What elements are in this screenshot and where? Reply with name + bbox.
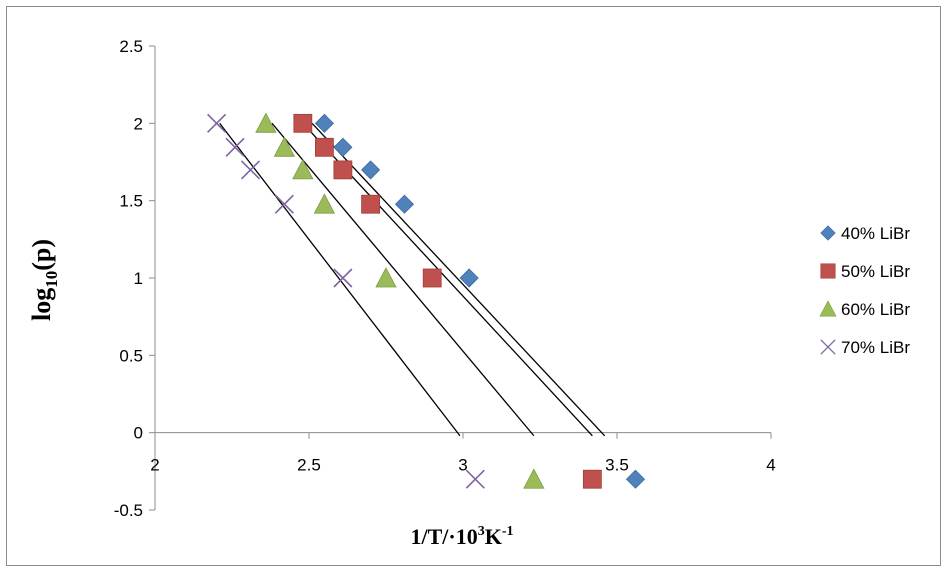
y-tick-label: 1.5 bbox=[119, 192, 143, 211]
legend-marker bbox=[821, 226, 835, 240]
data-point-series-4 bbox=[226, 138, 244, 156]
data-point-series-2 bbox=[423, 269, 441, 287]
y-tick-label: 0.5 bbox=[119, 346, 143, 365]
legend-item-4: 70% LiBr bbox=[821, 338, 911, 357]
data-point-series-2 bbox=[362, 195, 380, 213]
legend-marker-shape bbox=[820, 301, 836, 316]
legend-label: 50% LiBr bbox=[841, 262, 910, 281]
data-point-series-3 bbox=[376, 268, 396, 287]
legend-marker-shape bbox=[821, 340, 835, 354]
legend-marker-shape bbox=[821, 226, 835, 240]
y-axis-title: log10(p) bbox=[27, 239, 61, 321]
data-point-series-1 bbox=[626, 470, 644, 488]
trendline-3 bbox=[272, 123, 534, 435]
x-tick-label: 2.5 bbox=[297, 456, 321, 475]
legend-marker bbox=[821, 340, 835, 354]
x-axis-title: 1/T/·103K-1 bbox=[410, 524, 513, 549]
data-point-series-1 bbox=[334, 138, 352, 156]
data-point-series-1 bbox=[362, 161, 380, 179]
legend-item-1: 40% LiBr bbox=[821, 224, 911, 243]
x-tick-label: 4 bbox=[766, 456, 775, 475]
svg-text:log10(p): log10(p) bbox=[27, 239, 61, 321]
legend: 40% LiBr 50% LiBr 60% LiBr 70% LiBr bbox=[820, 224, 910, 357]
data-point-series-4 bbox=[275, 195, 293, 213]
data-point-series-4 bbox=[466, 470, 484, 488]
data-point-series-2 bbox=[583, 470, 601, 488]
data-point-series-3 bbox=[256, 113, 276, 132]
data-point-series-3 bbox=[524, 469, 544, 488]
data-point-series-2 bbox=[294, 114, 312, 132]
data-point-series-4 bbox=[208, 114, 226, 132]
data-point-series-2 bbox=[334, 161, 352, 179]
legend-label: 60% LiBr bbox=[841, 300, 910, 319]
x-tick-label: 3.5 bbox=[605, 456, 629, 475]
legend-marker bbox=[820, 301, 836, 316]
x-tick-label: 3 bbox=[458, 456, 467, 475]
trendline-1 bbox=[312, 123, 605, 435]
data-point-series-2 bbox=[315, 138, 333, 156]
legend-item-2: 50% LiBr bbox=[821, 262, 911, 281]
x-tick-label: 2 bbox=[150, 456, 159, 475]
y-tick-label: -0.5 bbox=[114, 501, 143, 520]
data-point-series-1 bbox=[395, 195, 413, 213]
plot-area: 2.5 2 1.5 1 0.5 0 -0.5 2 2.5 3 3.5 4 bbox=[114, 37, 776, 520]
legend-item-3: 60% LiBr bbox=[820, 300, 910, 319]
y-tick-label: 0 bbox=[134, 424, 143, 443]
legend-marker-shape bbox=[821, 264, 835, 278]
legend-label: 70% LiBr bbox=[841, 338, 910, 357]
y-tick-label: 2 bbox=[134, 114, 143, 133]
data-point-series-3 bbox=[314, 194, 334, 213]
legend-label: 40% LiBr bbox=[841, 224, 910, 243]
y-tick-label: 1 bbox=[134, 269, 143, 288]
svg-text:1/T/·103K-1: 1/T/·103K-1 bbox=[410, 524, 513, 549]
y-tick-label: 2.5 bbox=[119, 37, 143, 56]
legend-marker bbox=[821, 264, 835, 278]
